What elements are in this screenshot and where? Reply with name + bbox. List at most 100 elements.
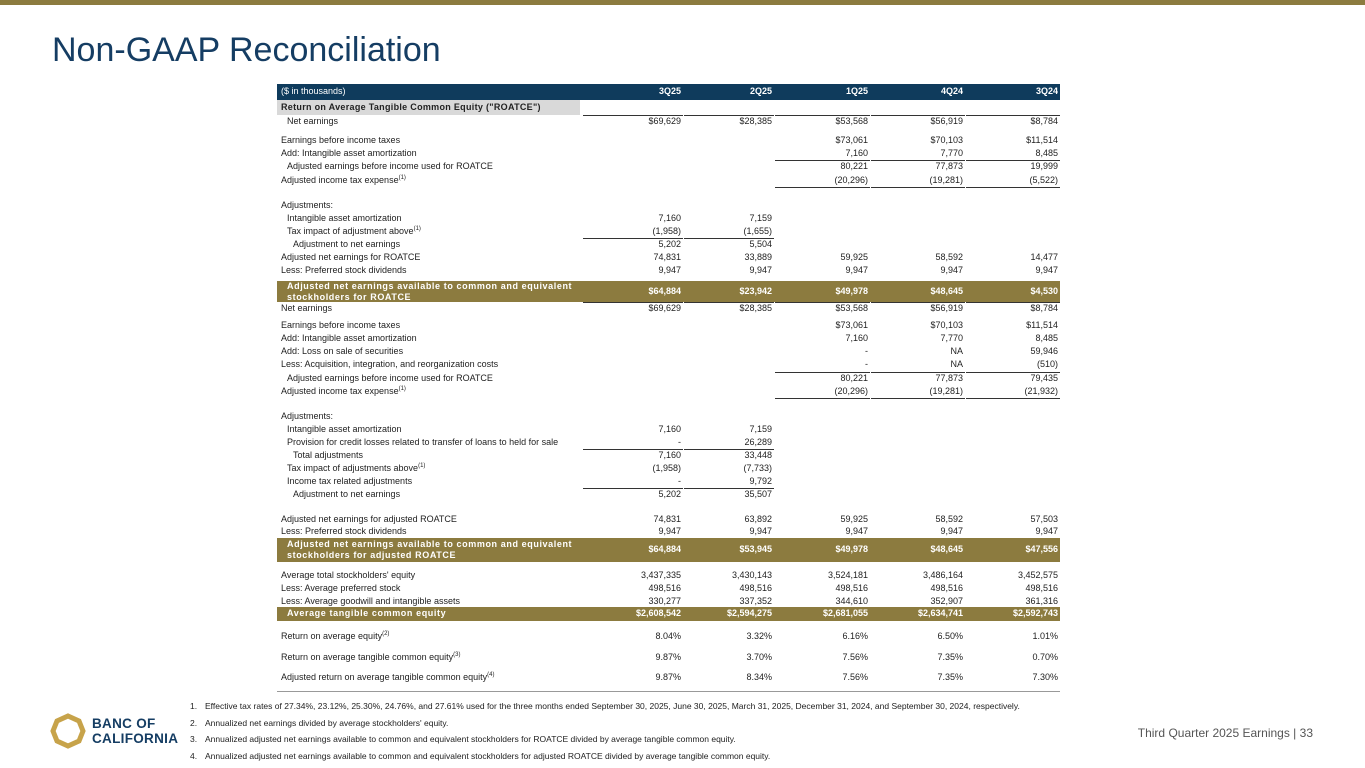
label-text: Adjusted net earnings available to commo… xyxy=(287,281,573,302)
cell-value: 5,202 xyxy=(658,239,681,249)
cell-value: 7.30% xyxy=(1032,672,1058,682)
label-text: Return on average equity xyxy=(281,631,383,641)
label-text: Add: Loss on sale of securities xyxy=(281,346,404,356)
rule xyxy=(684,238,774,239)
cell-value: - xyxy=(865,359,868,369)
rule xyxy=(684,488,774,489)
cell-value: 7,160 xyxy=(658,450,681,460)
rule xyxy=(775,115,870,116)
row-label: Intangible asset amortization xyxy=(287,424,402,435)
cell-value: 498,516 xyxy=(835,583,868,593)
label-text: Adjusted return on average tangible comm… xyxy=(281,672,488,682)
cell-value: 7,160 xyxy=(845,148,868,158)
cell-value: 0.70% xyxy=(1032,652,1058,662)
label-text: Less: Average goodwill and intangible as… xyxy=(281,596,460,606)
cell-value: $73,061 xyxy=(835,135,868,145)
cell-value: NA xyxy=(950,359,963,369)
rule xyxy=(583,488,683,489)
row-label: Net earnings xyxy=(281,303,332,314)
table-bottom-rule xyxy=(277,691,1060,692)
cell-value: 9,792 xyxy=(749,476,772,486)
cell-value: 1.01% xyxy=(1032,631,1058,641)
cell-value: 7.56% xyxy=(842,672,868,682)
cell-value: 9,947 xyxy=(1035,265,1058,275)
cell-value: 3,524,181 xyxy=(827,570,868,580)
row-label: Return on average equity(2) xyxy=(281,631,389,642)
cell-value: $11,514 xyxy=(1026,320,1058,330)
row-label: Tax impact of adjustments above(1) xyxy=(287,463,425,474)
cell-value: 9,947 xyxy=(940,265,963,275)
cell-value: 57,503 xyxy=(1030,514,1058,524)
cell-value: $69,629 xyxy=(648,303,681,313)
rule xyxy=(966,160,1060,161)
cell-value: $69,629 xyxy=(648,116,681,126)
footnote-number: 3. xyxy=(190,734,198,744)
rule xyxy=(966,187,1060,188)
row-label: Average total stockholders' equity xyxy=(281,570,415,581)
cell-value: 5,202 xyxy=(658,489,681,499)
rule xyxy=(583,238,683,239)
footnote: 3. Annualized adjusted net earnings avail… xyxy=(190,734,736,744)
cell-value: 7,160 xyxy=(658,424,681,434)
header-row xyxy=(277,84,1060,100)
rule xyxy=(871,115,965,116)
footnote-ref: (4) xyxy=(487,672,495,678)
rule xyxy=(871,302,965,303)
cell-value: 9.87% xyxy=(655,672,681,682)
cell-value: 9,947 xyxy=(658,265,681,275)
footnote-ref: (2) xyxy=(382,631,390,637)
cell-value: - xyxy=(678,476,681,486)
cell-value: 7.35% xyxy=(937,672,963,682)
footnote-ref: (1) xyxy=(418,463,426,469)
cell-value: 7,770 xyxy=(940,333,963,343)
label-text: Less: Preferred stock dividends xyxy=(281,265,407,275)
rule xyxy=(871,187,965,188)
label-text: Adjusted net earnings available to commo… xyxy=(287,539,573,560)
cell-value: $70,103 xyxy=(930,320,963,330)
cell-value: 14,477 xyxy=(1030,252,1058,262)
top-bar xyxy=(0,0,1365,5)
column-header: 3Q25 xyxy=(658,86,681,96)
cell-value: 8,485 xyxy=(1035,333,1058,343)
cell-value: 330,277 xyxy=(648,596,681,606)
label-text: Less: Preferred stock dividends xyxy=(281,526,407,536)
row-label: Intangible asset amortization xyxy=(287,213,402,224)
label-text: Earnings before income taxes xyxy=(281,320,401,330)
cell-value: $56,919 xyxy=(930,116,963,126)
cell-value: 361,316 xyxy=(1025,596,1058,606)
cell-value: 337,352 xyxy=(739,596,772,606)
rule xyxy=(871,160,965,161)
row-label: Return on average tangible common equity… xyxy=(281,652,460,663)
cell-value: 352,907 xyxy=(930,596,963,606)
rule xyxy=(775,187,870,188)
rule xyxy=(684,302,774,303)
label-text: Average tangible common equity xyxy=(287,608,447,618)
cell-value: 9,947 xyxy=(658,526,681,536)
row-label: Adjusted return on average tangible comm… xyxy=(281,672,494,683)
cell-value: 8,485 xyxy=(1035,148,1058,158)
cell-value: 7,770 xyxy=(940,148,963,158)
cell-value: 59,925 xyxy=(840,514,868,524)
footer-text: Third Quarter 2025 Earnings | xyxy=(1137,726,1297,740)
highlight-band xyxy=(277,281,1060,302)
label-text: Adjustments: xyxy=(281,200,334,210)
footnote-number: 1. xyxy=(190,701,198,711)
row-label: Total adjustments xyxy=(293,450,363,461)
rule xyxy=(775,160,870,161)
footnote-ref: (1) xyxy=(398,386,406,392)
cell-value: $48,645 xyxy=(930,544,963,554)
label-text: Less: Average preferred stock xyxy=(281,583,401,593)
cell-value: $28,385 xyxy=(739,303,772,313)
rule xyxy=(871,398,965,399)
rule xyxy=(775,372,870,373)
cell-value: 59,925 xyxy=(840,252,868,262)
cell-value: 9.87% xyxy=(655,652,681,662)
cell-value: 9,947 xyxy=(1035,526,1058,536)
cell-value: 9,947 xyxy=(845,526,868,536)
cell-value: 7,160 xyxy=(845,333,868,343)
cell-value: - xyxy=(678,437,681,447)
rule xyxy=(966,115,1060,116)
row-label: Adjusted earnings before income used for… xyxy=(287,161,493,172)
label-text: Net earnings xyxy=(287,116,339,126)
